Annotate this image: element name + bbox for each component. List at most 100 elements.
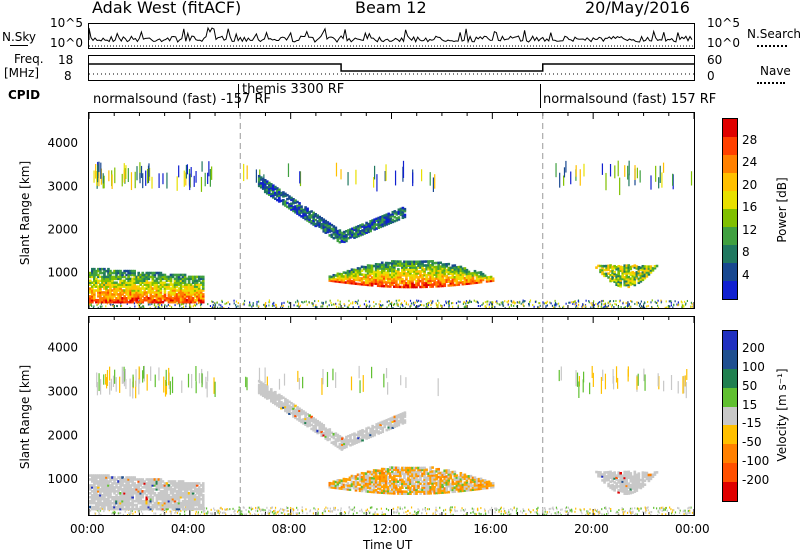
echo-cell bbox=[598, 511, 600, 514]
echo-cell bbox=[133, 476, 136, 479]
echo-cell bbox=[423, 277, 426, 281]
echo-cell bbox=[609, 300, 611, 303]
echo-cell bbox=[481, 274, 485, 278]
echo-cell bbox=[658, 376, 660, 390]
echo-cell bbox=[284, 202, 287, 205]
echo-cell bbox=[333, 506, 335, 509]
echo-cell bbox=[203, 512, 205, 515]
echo-cell bbox=[496, 302, 498, 305]
echo-cell bbox=[621, 266, 625, 269]
echo-cell bbox=[127, 505, 130, 509]
echo-cell bbox=[271, 506, 273, 509]
echo-cell bbox=[393, 271, 396, 275]
echo-cell bbox=[546, 304, 549, 307]
echo-cell bbox=[335, 513, 337, 515]
echo-cell bbox=[99, 291, 102, 294]
echo-cell bbox=[365, 229, 368, 233]
echo-cell bbox=[259, 389, 263, 392]
echo-cell bbox=[125, 300, 128, 304]
echo-cell bbox=[191, 495, 195, 499]
echo-cell bbox=[201, 482, 205, 485]
echo-cell bbox=[328, 222, 332, 226]
echo-cell bbox=[95, 507, 98, 511]
echo-cell bbox=[201, 300, 205, 304]
echo-cell bbox=[263, 303, 265, 306]
echo-cell bbox=[427, 303, 429, 306]
echo-cell bbox=[131, 480, 134, 483]
echo-cell bbox=[195, 490, 199, 493]
echo-cell bbox=[157, 488, 161, 491]
echo-cell bbox=[151, 509, 153, 512]
echo-cell bbox=[187, 283, 191, 286]
echo-cell bbox=[265, 301, 267, 304]
echo-cell bbox=[207, 510, 209, 513]
echo-cell bbox=[419, 285, 422, 289]
echo-cell bbox=[467, 301, 469, 304]
echo-cell bbox=[155, 271, 159, 275]
echo-cell bbox=[485, 305, 487, 308]
echo-cell bbox=[185, 283, 189, 286]
beam-title: Beam 12 bbox=[355, 0, 427, 17]
echo-cell bbox=[111, 497, 114, 501]
echo-cell bbox=[342, 277, 346, 280]
echo-cell bbox=[155, 283, 159, 286]
echo-cell bbox=[290, 407, 293, 411]
echo-cell bbox=[131, 509, 133, 512]
echo-cell bbox=[485, 276, 489, 279]
echo-cell bbox=[135, 369, 137, 387]
echo-cell bbox=[320, 434, 324, 438]
echo-cell bbox=[338, 237, 342, 240]
echo-cell bbox=[317, 300, 320, 303]
echo-cell bbox=[155, 281, 159, 285]
echo-cell bbox=[183, 486, 187, 489]
echo-cell bbox=[113, 281, 116, 285]
echo-cell bbox=[113, 295, 116, 298]
echo-cell bbox=[276, 511, 278, 514]
echo-cell bbox=[181, 380, 183, 393]
echo-cell bbox=[429, 275, 432, 279]
echo-cell bbox=[115, 484, 118, 487]
echo-cell bbox=[343, 234, 346, 238]
echo-cell bbox=[113, 476, 116, 479]
echo-cell bbox=[385, 215, 389, 218]
echo-cell bbox=[173, 277, 177, 281]
echo-cell bbox=[465, 300, 468, 303]
echo-cell bbox=[167, 505, 171, 509]
nsky-legend-line bbox=[10, 45, 28, 46]
freq-panel bbox=[88, 55, 695, 81]
echo-cell bbox=[643, 306, 646, 308]
echo-cell bbox=[109, 289, 112, 292]
echo-cell bbox=[386, 300, 388, 303]
echo-cell bbox=[368, 270, 372, 273]
echo-cell bbox=[127, 279, 130, 283]
echo-cell bbox=[195, 512, 197, 515]
echo-cell bbox=[103, 296, 106, 300]
echo-cell bbox=[95, 277, 98, 281]
echo-cell bbox=[97, 302, 99, 305]
echo-cell bbox=[157, 289, 161, 292]
echo-cell bbox=[354, 300, 356, 303]
echo-cell bbox=[445, 270, 449, 274]
echo-cell bbox=[371, 219, 374, 222]
echo-cell bbox=[114, 369, 116, 384]
echo-cell bbox=[659, 165, 661, 183]
echo-cell bbox=[376, 268, 380, 272]
echo-cell bbox=[167, 295, 171, 298]
echo-cell bbox=[167, 507, 169, 510]
echo-cell bbox=[187, 281, 191, 285]
echo-cell bbox=[366, 512, 368, 515]
echo-cell bbox=[99, 488, 102, 491]
echo-cell bbox=[374, 276, 378, 280]
echo-cell bbox=[111, 298, 114, 302]
echo-cell bbox=[356, 267, 360, 270]
echo-cell bbox=[127, 499, 130, 503]
echo-cell bbox=[135, 281, 138, 285]
echo-cell bbox=[645, 273, 649, 276]
echo-cell bbox=[380, 507, 382, 510]
echo-cell bbox=[185, 172, 187, 186]
echo-cell bbox=[324, 510, 326, 513]
echo-cell bbox=[483, 276, 487, 280]
echo-cell bbox=[278, 403, 281, 407]
echo-cell bbox=[181, 501, 185, 505]
echo-cell bbox=[590, 306, 592, 308]
